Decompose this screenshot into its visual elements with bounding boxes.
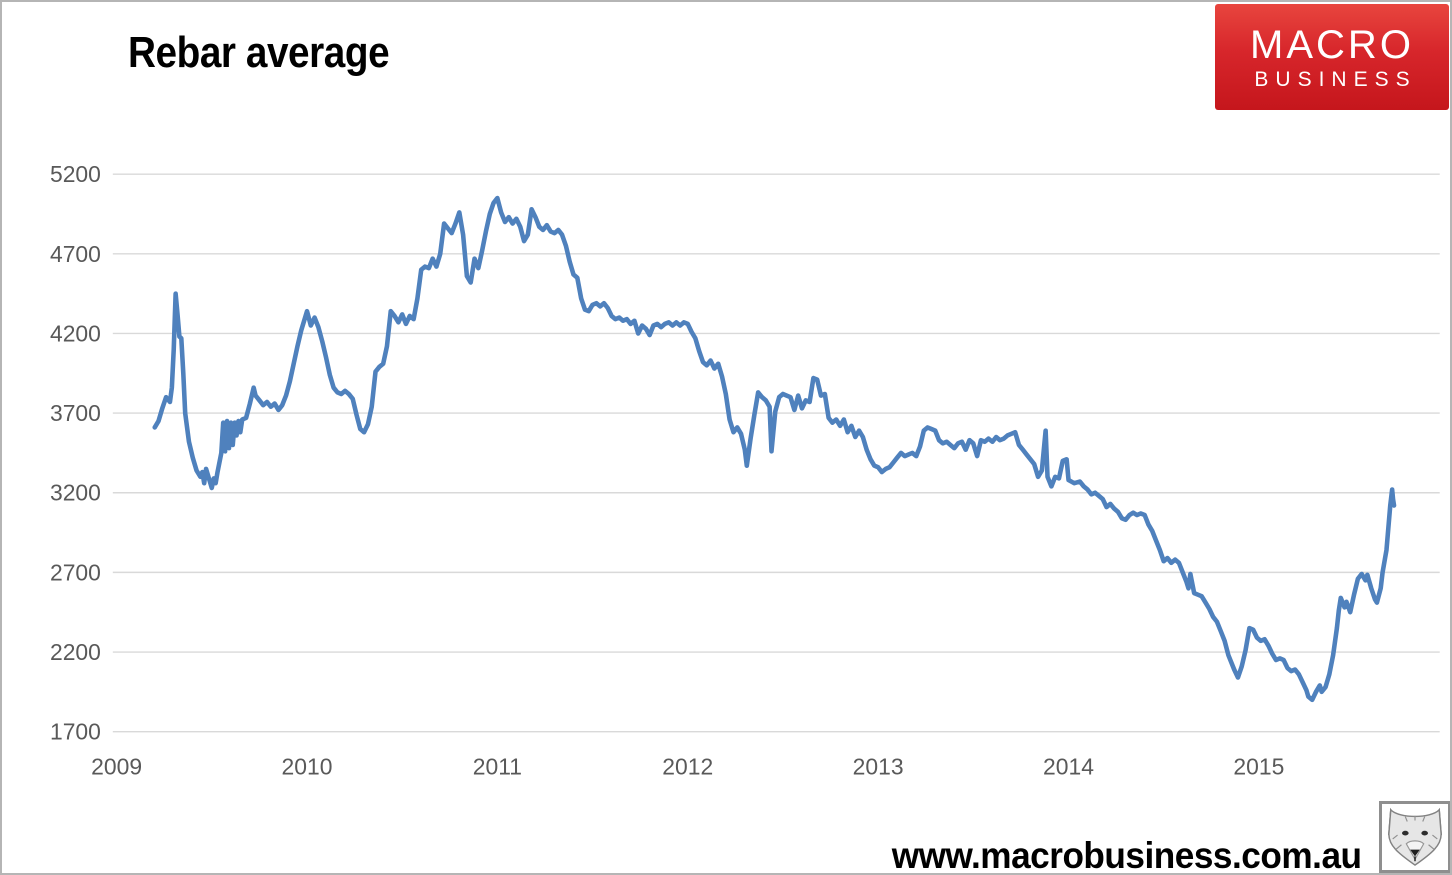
x-tick-label: 2009 (91, 753, 142, 779)
logo-text-macro: MACRO (1250, 22, 1414, 67)
y-tick-label: 5200 (50, 161, 101, 187)
macrobusiness-logo: MACRO BUSINESS (1215, 4, 1449, 110)
x-tick-label: 2015 (1233, 753, 1284, 779)
y-tick-label: 3200 (50, 480, 101, 506)
y-tick-label: 2200 (50, 639, 101, 665)
x-tick-label: 2012 (662, 753, 713, 779)
y-tick-label: 4700 (50, 241, 101, 267)
wolf-icon (1388, 807, 1442, 866)
y-tick-label: 4200 (50, 320, 101, 346)
logo-text-business: BUSINESS (1254, 67, 1417, 91)
website-url: www.macrobusiness.com.au (892, 835, 1362, 875)
y-tick-label: 1700 (50, 719, 101, 745)
y-tick-label: 2700 (50, 559, 101, 585)
x-tick-label: 2010 (282, 753, 333, 779)
wolf-logo (1379, 801, 1450, 873)
x-tick-label: 2011 (473, 753, 522, 779)
x-tick-label: 2014 (1043, 753, 1094, 779)
page-title: Rebar average (128, 28, 390, 77)
y-tick-label: 3700 (50, 400, 101, 426)
x-tick-label: 2013 (853, 753, 904, 779)
price-line (152, 195, 1397, 703)
